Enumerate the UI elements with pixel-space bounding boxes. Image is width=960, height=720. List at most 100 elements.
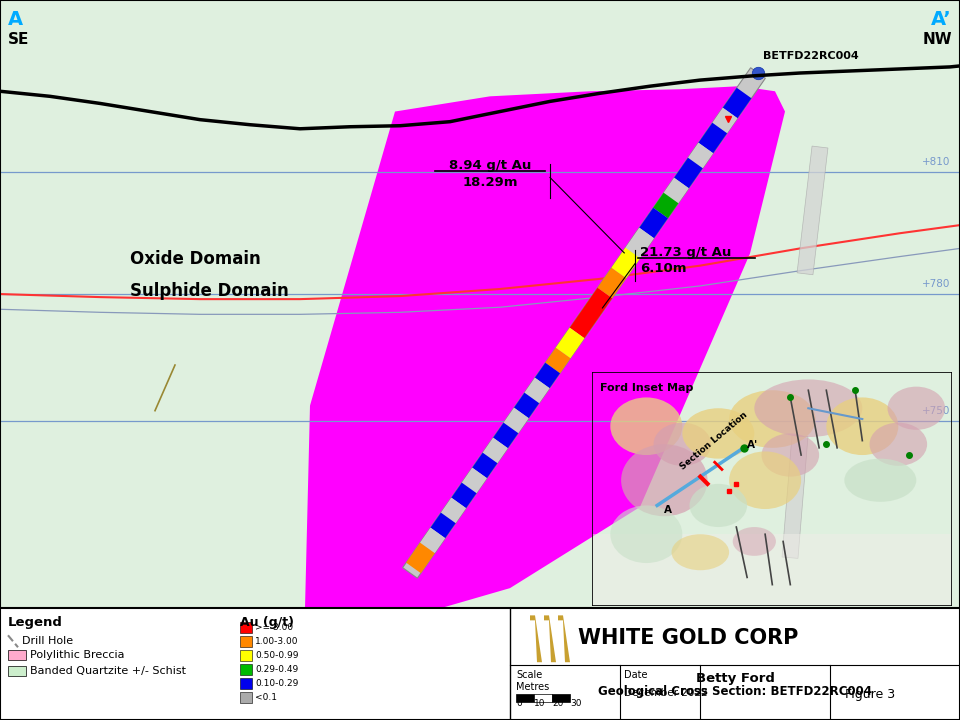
Text: Sulphide Domain: Sulphide Domain <box>130 282 289 300</box>
Polygon shape <box>663 178 688 203</box>
Text: 0.10-0.29: 0.10-0.29 <box>255 679 299 688</box>
Text: SE: SE <box>8 32 30 48</box>
Text: +810: +810 <box>922 157 950 167</box>
Text: Polylithic Breccia: Polylithic Breccia <box>30 650 125 660</box>
Text: A: A <box>8 10 23 29</box>
Polygon shape <box>514 392 540 418</box>
Text: Figure 3: Figure 3 <box>845 688 895 701</box>
Polygon shape <box>639 207 668 238</box>
Text: Legend: Legend <box>8 616 62 629</box>
Polygon shape <box>797 146 828 275</box>
Text: 30: 30 <box>570 699 582 708</box>
Polygon shape <box>723 88 752 118</box>
Polygon shape <box>305 86 785 608</box>
Polygon shape <box>504 408 529 433</box>
Text: A': A' <box>747 440 758 450</box>
Polygon shape <box>430 513 456 538</box>
Ellipse shape <box>654 423 711 466</box>
Polygon shape <box>688 143 713 168</box>
Polygon shape <box>612 248 640 278</box>
Polygon shape <box>441 498 466 523</box>
Text: A: A <box>664 505 672 515</box>
Text: WHITE GOLD CORP: WHITE GOLD CORP <box>578 629 799 648</box>
Ellipse shape <box>729 390 815 448</box>
Text: 0.50-0.99: 0.50-0.99 <box>255 651 299 660</box>
Ellipse shape <box>827 397 899 455</box>
Bar <box>510 608 960 665</box>
Ellipse shape <box>755 379 862 437</box>
Polygon shape <box>569 288 612 338</box>
Bar <box>240 636 252 647</box>
Text: Date: Date <box>624 670 647 680</box>
Ellipse shape <box>845 459 916 502</box>
Text: >= 3.00: >= 3.00 <box>255 624 293 632</box>
Polygon shape <box>483 438 508 463</box>
Ellipse shape <box>672 534 729 570</box>
Polygon shape <box>420 528 445 553</box>
Text: Ford Inset Map: Ford Inset Map <box>599 383 693 393</box>
Bar <box>592 534 952 606</box>
Bar <box>240 650 252 661</box>
Polygon shape <box>699 122 727 153</box>
Text: Betty Ford: Betty Ford <box>696 672 775 685</box>
Text: Drill Hole: Drill Hole <box>22 636 73 647</box>
Bar <box>8 666 26 676</box>
Polygon shape <box>493 423 518 448</box>
Polygon shape <box>712 108 737 133</box>
Text: Scale: Scale <box>516 670 542 680</box>
Ellipse shape <box>621 444 708 516</box>
Bar <box>240 678 252 689</box>
Bar <box>516 694 534 702</box>
Bar <box>534 694 552 702</box>
Ellipse shape <box>683 408 755 459</box>
Polygon shape <box>524 378 549 403</box>
Ellipse shape <box>732 527 776 556</box>
Text: Au (g/t): Au (g/t) <box>240 616 294 629</box>
Text: 20: 20 <box>552 699 564 708</box>
Ellipse shape <box>611 505 683 563</box>
Polygon shape <box>653 193 679 218</box>
Text: +750: +750 <box>922 406 950 415</box>
Polygon shape <box>472 453 497 478</box>
Text: +780: +780 <box>922 279 950 289</box>
Text: Geological Cross Section: BETFD22RC004: Geological Cross Section: BETFD22RC004 <box>598 685 872 698</box>
Polygon shape <box>406 543 435 573</box>
Polygon shape <box>535 363 560 388</box>
Text: Section Location: Section Location <box>679 410 750 472</box>
Text: 1.00-3.00: 1.00-3.00 <box>255 637 299 647</box>
Text: NW: NW <box>923 32 952 48</box>
Polygon shape <box>402 68 765 578</box>
Ellipse shape <box>611 397 683 455</box>
Text: 21.73 g/t Au: 21.73 g/t Au <box>640 246 732 258</box>
Ellipse shape <box>887 387 945 430</box>
Text: 0: 0 <box>516 699 521 708</box>
Ellipse shape <box>689 484 747 527</box>
Bar <box>8 650 26 660</box>
Text: Banded Quartzite +/- Schist: Banded Quartzite +/- Schist <box>30 666 186 676</box>
Polygon shape <box>597 268 626 298</box>
Ellipse shape <box>761 433 819 477</box>
Polygon shape <box>558 616 570 662</box>
Text: Metres: Metres <box>516 682 549 692</box>
Text: 10: 10 <box>534 699 545 708</box>
Bar <box>240 692 252 703</box>
Bar <box>552 694 570 702</box>
Polygon shape <box>625 228 654 258</box>
Polygon shape <box>545 348 570 373</box>
Text: BETFD22RC004: BETFD22RC004 <box>763 51 859 60</box>
Text: A’: A’ <box>931 10 952 29</box>
Polygon shape <box>462 468 487 493</box>
Text: 8.94 g/t Au: 8.94 g/t Au <box>449 159 531 172</box>
Text: December 2022: December 2022 <box>624 688 708 698</box>
Bar <box>240 664 252 675</box>
Text: 0.29-0.49: 0.29-0.49 <box>255 665 299 674</box>
Polygon shape <box>451 482 476 508</box>
Polygon shape <box>530 616 542 662</box>
Polygon shape <box>674 158 703 188</box>
Text: 18.29m: 18.29m <box>463 176 517 189</box>
Text: <0.1: <0.1 <box>255 693 277 702</box>
Ellipse shape <box>870 423 927 466</box>
Ellipse shape <box>729 451 801 509</box>
Bar <box>240 622 252 634</box>
Polygon shape <box>782 436 808 559</box>
